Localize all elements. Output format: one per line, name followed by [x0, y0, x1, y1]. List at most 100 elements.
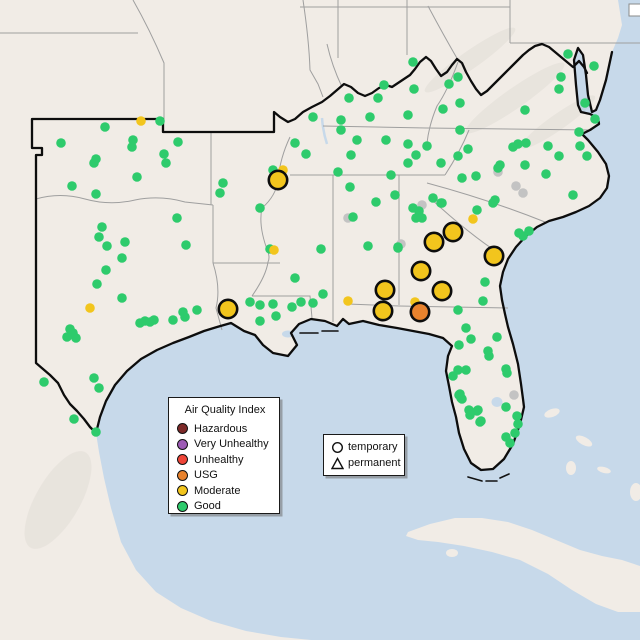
station-marker-good [438, 104, 448, 114]
station-marker-good [411, 150, 421, 160]
temporary-station-marker-moderate [217, 298, 239, 320]
station-marker-good [91, 427, 101, 437]
station-marker-good [149, 315, 159, 325]
station-marker-good [287, 302, 297, 312]
station-marker-good [348, 212, 358, 222]
station-marker-good [333, 167, 343, 177]
station-marker-good [92, 279, 102, 289]
aqi-legend-item-unhealthy: Unhealthy [177, 452, 273, 468]
station-marker-good [390, 190, 400, 200]
station-marker-good [381, 135, 391, 145]
station-marker-good [465, 410, 475, 420]
circle-icon [331, 441, 344, 453]
station-marker-good [568, 190, 578, 200]
station-marker-good [290, 138, 300, 148]
station-marker-good [173, 137, 183, 147]
station-marker-good [444, 79, 454, 89]
station-marker-good [403, 139, 413, 149]
mainland [0, 0, 622, 640]
station-marker-good [69, 414, 79, 424]
station-marker-good [363, 241, 373, 251]
station-marker-good [501, 402, 511, 412]
station-marker-good [554, 151, 564, 161]
temporary-station-marker-moderate [372, 300, 394, 322]
station-marker-good [192, 305, 202, 315]
station-marker-good [563, 49, 573, 59]
station-marker-good [94, 232, 104, 242]
station-marker-good [422, 141, 432, 151]
station-marker-good [255, 203, 265, 213]
temporary-station-marker-moderate [423, 231, 445, 253]
temporary-station-marker-moderate [374, 279, 396, 301]
station-marker-moderate [85, 303, 95, 313]
station-marker-good [120, 237, 130, 247]
very-unhealthy-dot-icon [177, 438, 188, 450]
station-marker-good [180, 312, 190, 322]
station-marker-good [117, 293, 127, 303]
station-marker-good [308, 112, 318, 122]
aqi-legend-item-usg: USG [177, 468, 273, 484]
moderate-dot-icon [177, 485, 188, 497]
station-marker-good [461, 323, 471, 333]
station-marker-good [365, 112, 375, 122]
station-marker-good [97, 222, 107, 232]
station-marker-good [541, 169, 551, 179]
station-marker-good [100, 122, 110, 132]
station-marker-good [128, 135, 138, 145]
station-marker-good [336, 125, 346, 135]
station-marker-good [268, 299, 278, 309]
station-marker-good [554, 84, 564, 94]
station-marker-good [520, 160, 530, 170]
good-dot-icon [177, 500, 188, 512]
station-marker-good [520, 105, 530, 115]
usg-dot-icon [177, 469, 188, 481]
station-marker-good [102, 241, 112, 251]
station-type-legend: temporary permanent [323, 434, 405, 476]
kentucky-lake [320, 117, 329, 145]
station-marker-good [215, 188, 225, 198]
temporary-station-marker-moderate [442, 221, 464, 243]
station-marker-moderate [269, 245, 279, 255]
station-marker-good [271, 311, 281, 321]
station-marker-good [117, 253, 127, 263]
station-marker-good [589, 61, 599, 71]
station-marker-good [463, 144, 473, 154]
hazardous-dot-icon [177, 423, 188, 435]
station-marker-good [218, 178, 228, 188]
station-marker-no-data [509, 390, 519, 400]
station-marker-good [524, 226, 534, 236]
station-marker-good [408, 57, 418, 67]
station-marker-good [155, 116, 165, 126]
station-marker-good [67, 181, 77, 191]
station-type-item-permanent: permanent [331, 455, 401, 471]
station-marker-no-data [518, 188, 528, 198]
station-marker-good [502, 368, 512, 378]
station-marker-good [255, 316, 265, 326]
station-marker-good [94, 383, 104, 393]
bahamas-islands [544, 408, 640, 501]
station-marker-good [513, 419, 523, 429]
aqi-legend-title: Air Quality Index [184, 404, 266, 416]
station-marker-good [316, 244, 326, 254]
station-marker-good [455, 98, 465, 108]
station-marker-good [379, 80, 389, 90]
station-marker-good [455, 125, 465, 135]
station-marker-good [301, 149, 311, 159]
station-marker-good [373, 93, 383, 103]
aqi-legend-item-hazardous: Hazardous [177, 421, 273, 437]
station-marker-good [345, 182, 355, 192]
station-marker-good [346, 150, 356, 160]
station-marker-moderate [468, 214, 478, 224]
station-marker-good [472, 205, 482, 215]
station-marker-good [127, 142, 137, 152]
aqi-legend-item-moderate: Moderate [177, 483, 273, 499]
station-marker-good [91, 189, 101, 199]
station-marker-good [352, 135, 362, 145]
station-marker-good [336, 115, 346, 125]
state-borders [0, 0, 640, 331]
station-marker-good [590, 114, 600, 124]
temporary-station-marker-moderate [410, 260, 432, 282]
station-marker-good [71, 333, 81, 343]
station-marker-good [403, 158, 413, 168]
